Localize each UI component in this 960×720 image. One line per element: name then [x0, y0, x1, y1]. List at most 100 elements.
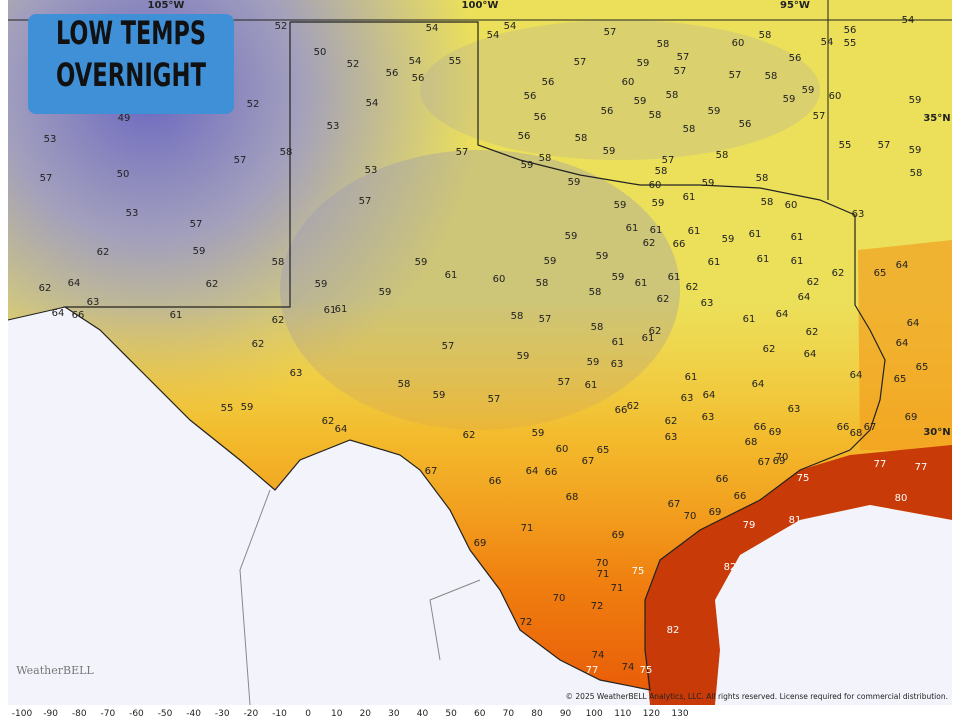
station-temp: 58 — [591, 322, 604, 333]
station-temp: 58 — [398, 379, 411, 390]
station-temp: 67 — [758, 457, 771, 468]
station-temp: 69 — [709, 507, 722, 518]
station-temp: 58 — [649, 110, 662, 121]
station-temp: 59 — [612, 272, 625, 283]
station-temp: 60 — [493, 274, 506, 285]
mexico — [8, 307, 650, 705]
station-temp: 59 — [565, 231, 578, 242]
station-temp: 64 — [804, 349, 817, 360]
latitude-label: 35°N — [923, 113, 950, 124]
station-temp: 57 — [604, 27, 617, 38]
station-temp: 63 — [290, 368, 303, 379]
colorbar-tick-label: -90 — [43, 709, 58, 719]
station-temp: 55 — [221, 403, 234, 414]
station-temp: 68 — [566, 492, 579, 503]
station-temp: 61 — [757, 254, 770, 265]
logo: WeatherBELL — [16, 664, 94, 677]
station-temp: 61 — [612, 337, 625, 348]
colorbar-tick-label: 60 — [474, 709, 486, 719]
station-temp: 63 — [611, 359, 624, 370]
station-temp: 53 — [126, 208, 139, 219]
station-temp: 57 — [442, 341, 455, 352]
station-temp: 64 — [335, 424, 348, 435]
station-temp: 66 — [545, 467, 558, 478]
station-temp: 62 — [649, 326, 662, 337]
station-temp: 62 — [686, 282, 699, 293]
station-temp: 60 — [556, 444, 569, 455]
mexico-states — [239, 489, 481, 706]
station-temp: 64 — [907, 318, 920, 329]
colorbar-tick-label: 10 — [331, 709, 343, 719]
station-temp: 57 — [677, 52, 690, 63]
station-temp: 75 — [632, 566, 645, 577]
station-temp: 59 — [568, 177, 581, 188]
station-temp: 61 — [743, 314, 756, 325]
warm-zone — [858, 240, 952, 450]
station-temp: 62 — [807, 277, 820, 288]
colorbar-tick-label: 30 — [388, 709, 400, 719]
station-temp: 66 — [716, 474, 729, 485]
station-temp: 61 — [445, 270, 458, 281]
station-temp: 52 — [275, 21, 288, 32]
station-temp: 61 — [791, 256, 804, 267]
station-temp: 56 — [412, 73, 425, 84]
station-temp: 59 — [587, 357, 600, 368]
station-temp: 58 — [910, 168, 923, 179]
colorbar-tick-label: 110 — [614, 709, 631, 719]
station-temp: 62 — [643, 238, 656, 249]
station-temp: 58 — [272, 257, 285, 268]
station-temp: 54 — [366, 98, 379, 109]
colorbar-tick-label: -50 — [158, 709, 173, 719]
station-temp: 61 — [626, 223, 639, 234]
station-temp: 62 — [463, 430, 476, 441]
station-temp: 61 — [642, 333, 655, 344]
station-temp: 67 — [864, 422, 877, 433]
station-temp: 62 — [272, 315, 285, 326]
station-temp: 62 — [665, 416, 678, 427]
station-temp: 58 — [756, 173, 769, 184]
station-temp: 71 — [611, 583, 624, 594]
station-temp: 61 — [585, 380, 598, 391]
station-temp: 57 — [539, 314, 552, 325]
station-temp: 54 — [821, 37, 834, 48]
colorbar-labels: -100 -90 -80 -70 -60 -50 -40 -30 -20 -10 0 10 20 30 40… — [12, 709, 689, 719]
station-temp: 60 — [649, 180, 662, 191]
station-temp: 59 — [637, 58, 650, 69]
station-temp: 64 — [896, 338, 909, 349]
colorbar-tick-label: 50 — [445, 709, 457, 719]
station-temp: 69 — [474, 538, 487, 549]
title-line: LOW TEMPS — [56, 14, 206, 52]
station-temp: 63 — [665, 432, 678, 443]
title-line: OVERNIGHT — [56, 56, 206, 94]
station-temp: 69 — [773, 456, 786, 467]
station-temp: 56 — [386, 68, 399, 79]
station-temp: 61 — [650, 225, 663, 236]
station-temp: 58 — [666, 90, 679, 101]
station-temp: 56 — [601, 106, 614, 117]
station-temp: 67 — [668, 499, 681, 510]
station-temp: 59 — [802, 85, 815, 96]
station-temp: 58 — [280, 147, 293, 158]
longitude-label: 105°W — [148, 0, 185, 11]
station-temp: 61 — [749, 229, 762, 240]
station-temp: 70 — [553, 593, 566, 604]
station-temp: 61 — [668, 272, 681, 283]
station-temp: 57 — [488, 394, 501, 405]
station-temp: 57 — [878, 140, 891, 151]
station-temp: 69 — [612, 530, 625, 541]
station-temp: 61 — [170, 310, 183, 321]
station-temp: 66 — [615, 405, 628, 416]
station-temp: 53 — [44, 134, 57, 145]
station-temp: 58 — [683, 124, 696, 135]
station-temp: 68 — [745, 437, 758, 448]
colorbar-tick-label: 130 — [671, 709, 688, 719]
station-temp: 81 — [789, 515, 802, 526]
station-temp: 61 — [335, 304, 348, 315]
station-temp: 64 — [703, 390, 716, 401]
station-temp: 54 — [902, 15, 915, 26]
station-temp: 66 — [754, 422, 767, 433]
station-temp: 58 — [716, 150, 729, 161]
station-temp: 62 — [39, 283, 52, 294]
station-temp: 59 — [722, 234, 735, 245]
